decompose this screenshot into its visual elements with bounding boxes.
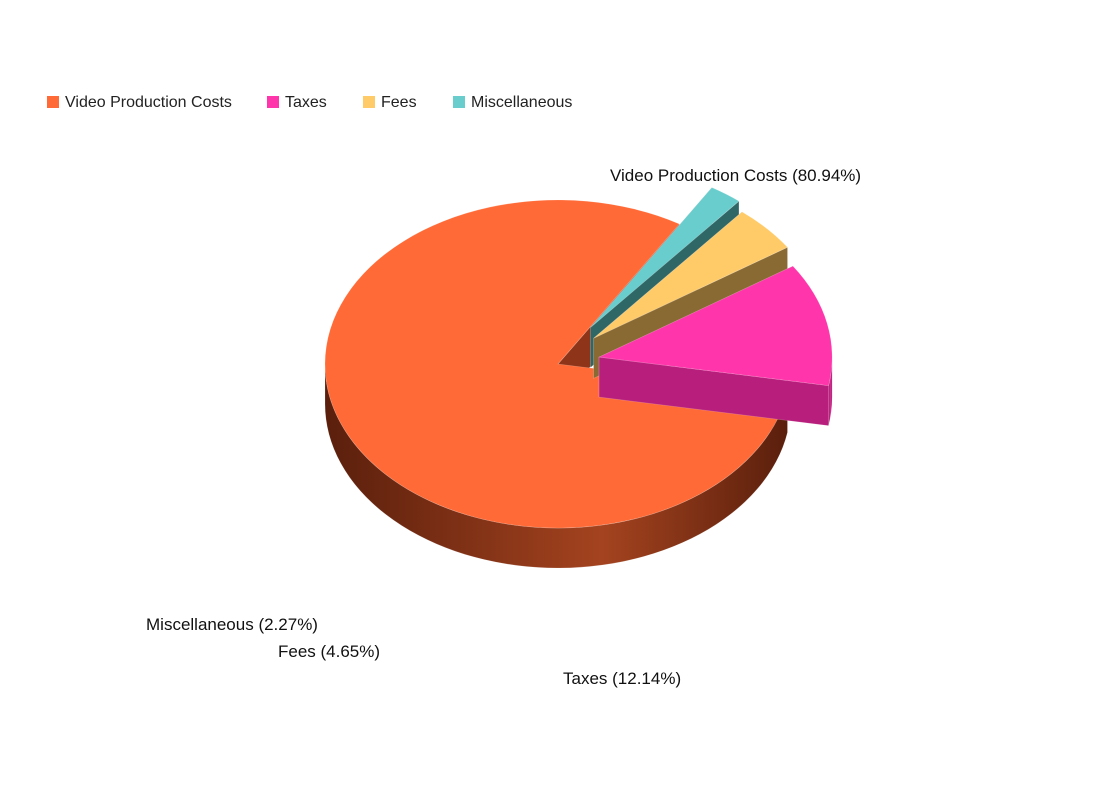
legend-item-taxes[interactable]: Taxes: [267, 94, 327, 111]
slice-label-miscellaneous: Miscellaneous (2.27%): [146, 615, 318, 634]
legend-label: Taxes: [285, 94, 327, 111]
slice-top: [598, 265, 833, 386]
slice-labels: Video Production Costs (80.94%) Taxes (1…: [146, 166, 861, 688]
legend-item-miscellaneous[interactable]: Miscellaneous: [453, 94, 572, 111]
pie-slices: [324, 186, 833, 569]
slice-top: [593, 211, 789, 339]
legend-label: Fees: [381, 94, 417, 111]
slice-top: [590, 187, 740, 328]
legend-label: Video Production Costs: [65, 94, 232, 111]
slice-label-taxes: Taxes (12.14%): [563, 669, 681, 688]
slice-label-fees: Fees (4.65%): [278, 642, 380, 661]
slice-taxes[interactable]: [598, 265, 833, 426]
legend-label: Miscellaneous: [471, 94, 572, 111]
legend-item-video-production-costs[interactable]: Video Production Costs: [47, 94, 232, 111]
legend-swatch: [363, 96, 375, 108]
legend-swatch: [267, 96, 279, 108]
slice-label-video-production-costs: Video Production Costs (80.94%): [610, 166, 861, 185]
legend: Video Production Costs Taxes Fees Miscel…: [47, 94, 572, 111]
legend-swatch: [47, 96, 59, 108]
legend-swatch: [453, 96, 465, 108]
slice-top: [324, 199, 788, 529]
legend-item-fees[interactable]: Fees: [363, 94, 417, 111]
